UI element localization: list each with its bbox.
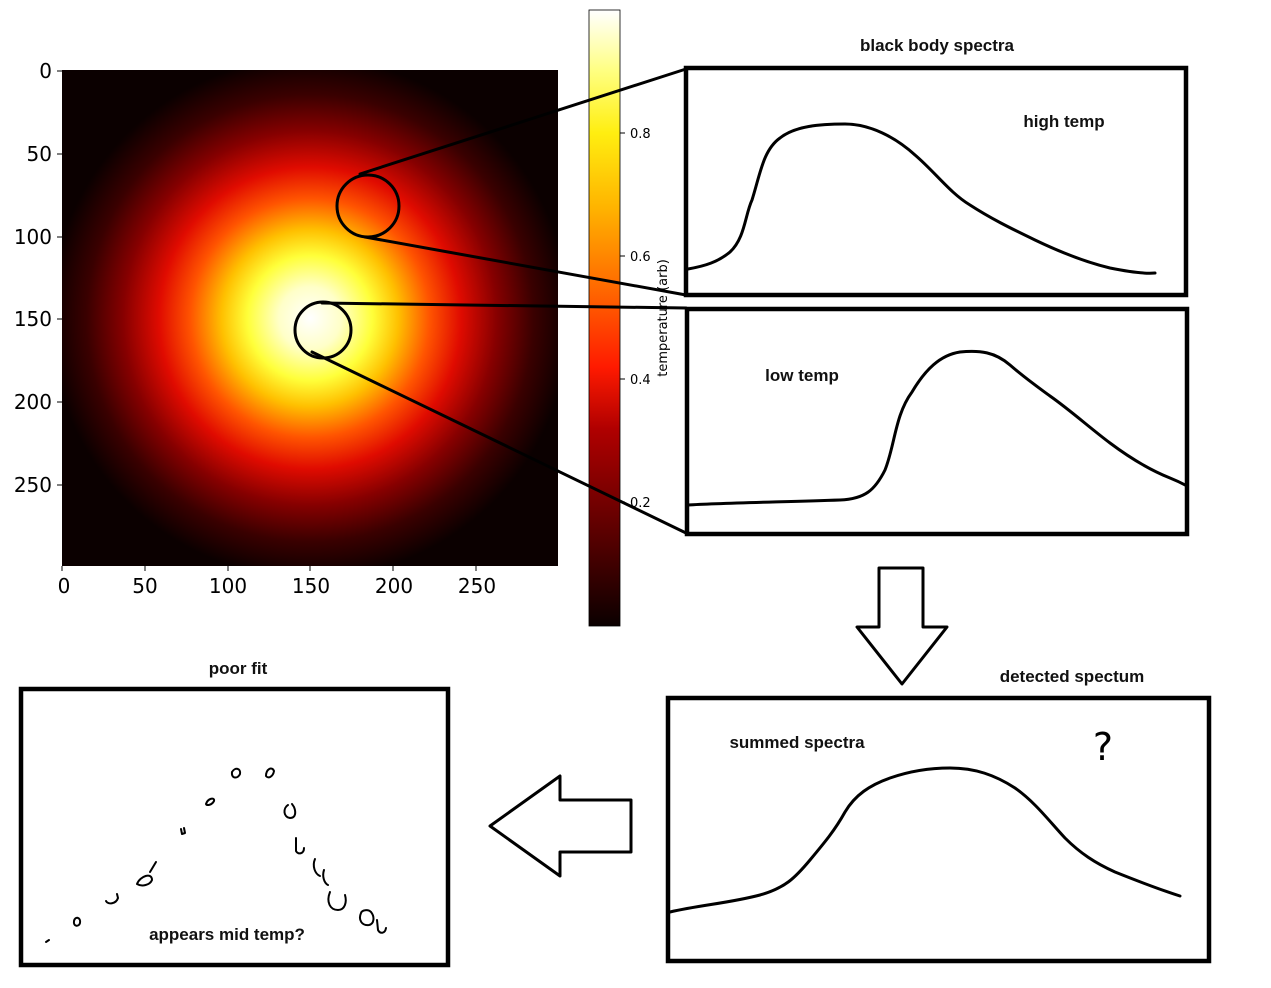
x-tick-label: 200 — [375, 574, 413, 598]
summed-label: summed spectra — [729, 733, 865, 752]
x-tick-label: 50 — [132, 574, 157, 598]
colorbar-gradient — [588, 9, 621, 627]
scatter-point — [205, 797, 216, 806]
poor-fit-title: poor fit — [209, 659, 268, 678]
y-tick-label: 200 — [14, 390, 52, 414]
zoom-annotations — [293, 67, 688, 535]
high-temp-panel: high temp — [683, 65, 1189, 298]
detected-box — [665, 695, 1212, 964]
colorbar-tick-label: 0.8 — [630, 127, 651, 142]
colorbar: 0.8 0.6 0.4 0.2 temperature (arb) — [588, 9, 671, 627]
low-temp-box — [684, 306, 1190, 537]
connector-line — [363, 235, 688, 297]
scatter-point — [72, 916, 82, 927]
poor-fit-box — [18, 686, 451, 968]
spectra-title: black body spectra — [860, 36, 1015, 55]
high-temp-spectrum-curve — [686, 122, 1157, 275]
x-tick-label: 0 — [58, 574, 71, 598]
scatter-point — [265, 767, 275, 779]
summed-spectrum-curve — [668, 766, 1182, 914]
heatmap-x-axis: 0 50 100 150 200 250 — [58, 566, 496, 598]
scatter-point — [230, 767, 242, 779]
high-temp-box — [683, 65, 1189, 298]
down-arrow-icon — [855, 566, 949, 686]
scatter-point — [283, 803, 297, 819]
connector-line — [320, 301, 688, 310]
connector-line — [358, 67, 688, 176]
connector-line — [310, 350, 688, 535]
fit-scatter-points — [45, 767, 387, 943]
low-temp-spectrum-curve — [686, 349, 1189, 507]
mid-temp-label: appears mid temp? — [149, 925, 305, 944]
scatter-point — [295, 837, 305, 855]
scatter-point — [105, 893, 119, 905]
y-tick-label: 50 — [27, 142, 52, 166]
scatter-point — [180, 827, 186, 835]
detected-title: detected spectum — [1000, 667, 1145, 686]
detected-panel: summed spectra ? — [665, 695, 1212, 964]
scatter-point — [312, 858, 329, 886]
colorbar-tick-label: 0.6 — [630, 250, 651, 265]
colorbar-tick-label: 0.4 — [630, 373, 651, 388]
scatter-point — [45, 939, 50, 943]
question-mark: ? — [1093, 725, 1113, 769]
left-arrow-icon — [488, 774, 633, 878]
colorbar-label: temperature (arb) — [656, 259, 671, 377]
low-temp-label: low temp — [765, 366, 839, 385]
temperature-heatmap — [62, 70, 558, 566]
heatmap-y-axis: 0 50 100 150 200 250 — [14, 59, 62, 497]
x-tick-label: 100 — [209, 574, 247, 598]
poor-fit-panel: appears mid temp? — [18, 686, 451, 968]
y-tick-label: 250 — [14, 473, 52, 497]
y-tick-label: 0 — [39, 59, 52, 83]
low-temp-panel: low temp — [684, 306, 1190, 537]
y-tick-label: 100 — [14, 225, 52, 249]
heatmap-image — [62, 70, 558, 566]
scatter-point — [359, 909, 387, 934]
x-tick-label: 250 — [458, 574, 496, 598]
y-tick-label: 150 — [14, 307, 52, 331]
x-tick-label: 150 — [292, 574, 330, 598]
scatter-point — [136, 861, 157, 887]
high-temp-label: high temp — [1023, 112, 1104, 131]
scatter-point — [327, 891, 347, 911]
